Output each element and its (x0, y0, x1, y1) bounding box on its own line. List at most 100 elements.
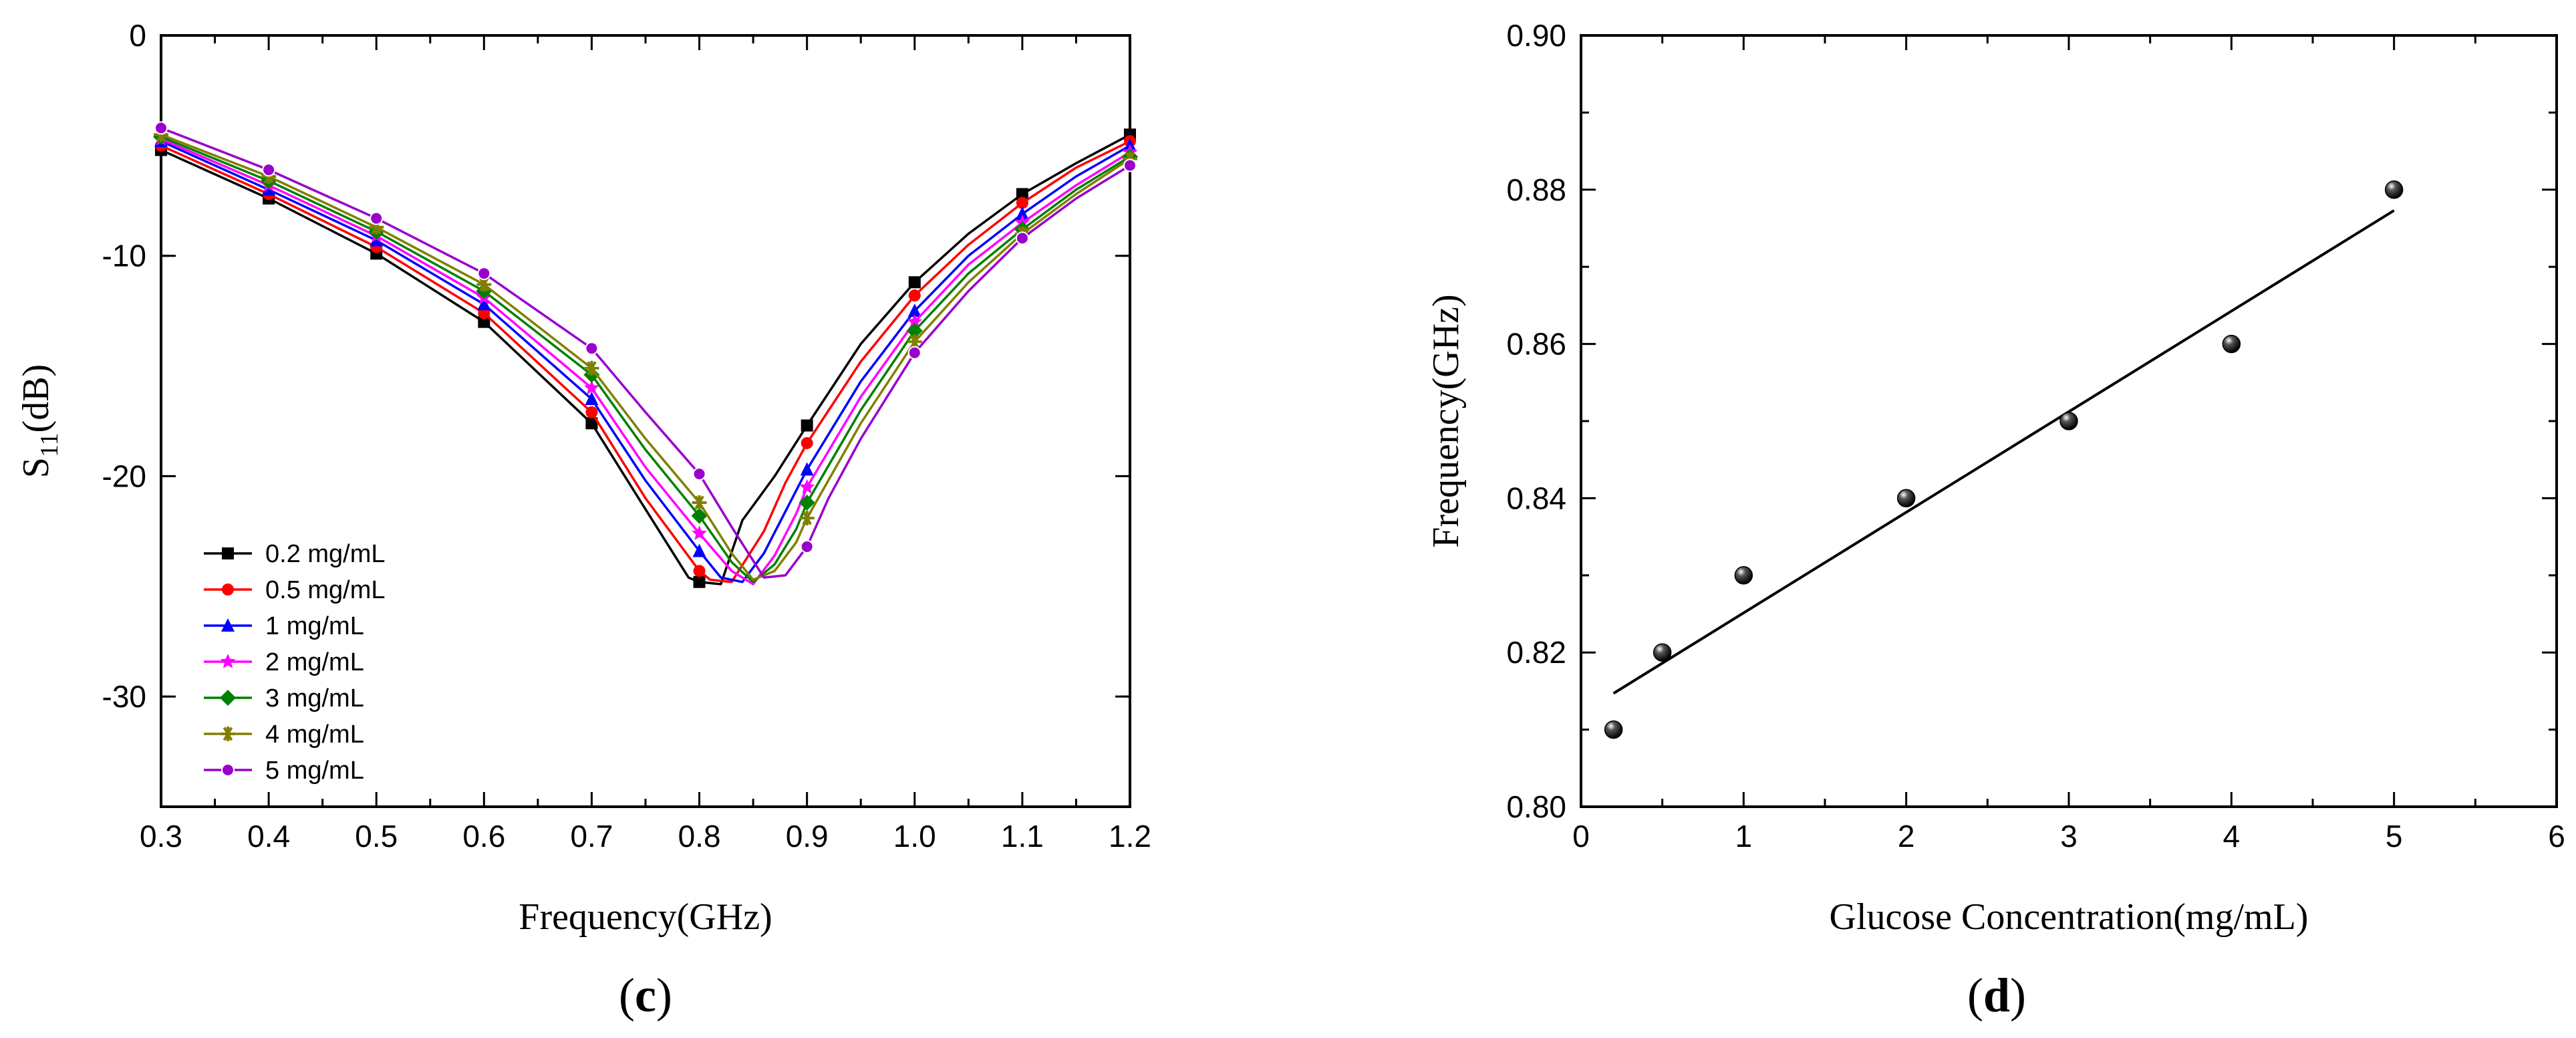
panel-c-data-marker (262, 182, 276, 196)
panel-c-x-tick-label: 1.1 (1001, 819, 1044, 854)
panel-c-data-marker (799, 479, 815, 494)
panel-c-data-marker (1123, 158, 1137, 172)
panel-c-y-tick-label: 0 (129, 18, 146, 53)
panel-c-x-tick-label: 0.3 (140, 819, 182, 854)
legend-item: 0.5 mg/mL (204, 576, 386, 604)
panel-c-data-marker (477, 267, 491, 281)
panel-d-label-letter: d (1983, 968, 2010, 1022)
legend-marker (220, 654, 236, 668)
legend-item: 3 mg/mL (204, 684, 364, 712)
panel-c-data-marker (907, 313, 923, 329)
panel-c-series-line (160, 138, 1131, 586)
panel-c-data-marker (584, 360, 599, 376)
panel-c-series (154, 134, 1137, 583)
panel-c-data-marker (799, 494, 815, 511)
panel-d-y-tick-label: 0.84 (1506, 481, 1566, 515)
panel-c-data-marker (693, 575, 706, 588)
panel-c-data-marker (1016, 197, 1028, 209)
panel-c-series-line (160, 136, 1131, 583)
panel-c-data-marker (801, 436, 813, 449)
panel-d-x-tick-label: 3 (2060, 819, 2078, 854)
panel-c-y-axis-title-main: S (15, 457, 57, 478)
panel-c-data-marker (907, 303, 921, 317)
legend-item: 1 mg/mL (204, 612, 364, 640)
panel-c-data-marker (692, 543, 706, 557)
panel-d-y-tick-label: 0.90 (1506, 18, 1566, 53)
panel-c-x-tick-label: 0.4 (247, 819, 290, 854)
panel-d-y-tick-label: 0.80 (1506, 789, 1566, 824)
legend-item: 2 mg/mL (204, 648, 364, 676)
panel-c-data-marker (585, 342, 599, 356)
panel-d-x-tick-label: 1 (1735, 819, 1753, 854)
panel-c-data-marker (369, 219, 384, 235)
panel-c-x-axis-title: Frequency(GHz) (519, 896, 772, 938)
panel-c-data-marker (585, 406, 598, 418)
panel-c-data-marker (907, 346, 921, 360)
panel-c-series (154, 121, 1137, 579)
panel-d-y-axis-title: Frequency(GHz) (1425, 294, 1467, 547)
panel-c-data-marker (154, 121, 168, 135)
legend-marker (221, 618, 235, 632)
panel-c-data-marker (585, 417, 598, 430)
legend-item: 0.2 mg/mL (204, 540, 386, 568)
panel-d-x-tick-label: 0 (1572, 819, 1590, 854)
panel-c-data-marker (800, 539, 814, 553)
panel-c-x-tick-label: 1.2 (1109, 819, 1151, 854)
panel-d-y-tick-label: 0.86 (1506, 327, 1566, 362)
panel-c-x-tick-label: 0.5 (355, 819, 398, 854)
legend-item: 5 mg/mL (204, 757, 364, 785)
panel-c-y-axis-title: S11(dB) (15, 364, 63, 478)
panel-c-data-marker (1015, 207, 1029, 221)
panel-c-series-line (160, 133, 1131, 581)
panel-c-data-marker (692, 467, 706, 481)
panel-c-series-line (160, 126, 1131, 579)
panel-c-data-marker (585, 392, 599, 406)
panel-c-data-marker (370, 211, 384, 225)
panel-d-data-point (2222, 334, 2241, 354)
panel-c-y-axis-title-unit: (dB) (15, 364, 57, 433)
panel-c-y-axis-title-sub: 11 (35, 432, 63, 457)
panel-c-data-marker (906, 322, 923, 339)
legend-marker (222, 583, 234, 596)
legend-label: 0.2 mg/mL (265, 540, 386, 568)
panel-d-data-point (2384, 180, 2404, 199)
panel-d-data-point (1896, 489, 1916, 508)
legend-marker (222, 547, 234, 559)
panel-d-data-point (1604, 720, 1623, 739)
panel-c-x-tick-label: 0.7 (570, 819, 613, 854)
legend-marker (221, 763, 235, 777)
panel-c-data-marker (477, 297, 491, 311)
legend-item: 4 mg/mL (204, 721, 364, 749)
panel-c-series-line (160, 140, 1131, 583)
legend-label: 5 mg/mL (265, 757, 364, 785)
panel-c-data-marker (693, 565, 706, 577)
legend-label: 4 mg/mL (265, 721, 364, 749)
legend-marker (220, 690, 236, 706)
panel-c-x-tick-label: 0.8 (678, 819, 721, 854)
legend-label: 0.5 mg/mL (265, 576, 386, 604)
panel-c-y-tick-label: -20 (102, 459, 146, 493)
panel-c-y-tick-label: -10 (102, 239, 146, 273)
panel-c-series-line (160, 140, 1131, 583)
panel-c-data-marker (584, 380, 599, 395)
panel-c-data-marker (800, 462, 814, 476)
panel-c-y-tick-label: -30 (102, 679, 146, 714)
panel-d-x-tick-label: 6 (2548, 819, 2565, 854)
panel-c-data-marker (1015, 231, 1029, 245)
panel-c-data-marker (907, 334, 922, 350)
panel-d-x-axis-title: Glucose Concentration(mg/mL) (1830, 896, 2309, 938)
panel-d-y-tick-label: 0.82 (1506, 635, 1566, 670)
panel-d-data-point (1653, 643, 1672, 662)
legend-marker (221, 727, 235, 741)
panel-c-x-tick-label: 0.9 (786, 819, 829, 854)
panel-c-data-marker (476, 277, 492, 292)
legend-label: 1 mg/mL (265, 612, 364, 640)
panel-c-data-marker (801, 419, 813, 432)
panel-d-label: (d) (1967, 968, 2026, 1022)
panel-c-data-marker (691, 507, 708, 524)
legend-label: 3 mg/mL (265, 684, 364, 712)
panel-d-x-tick-label: 4 (2223, 819, 2241, 854)
panel-c-series (153, 128, 1138, 583)
panel-d-data-point (2059, 412, 2078, 430)
